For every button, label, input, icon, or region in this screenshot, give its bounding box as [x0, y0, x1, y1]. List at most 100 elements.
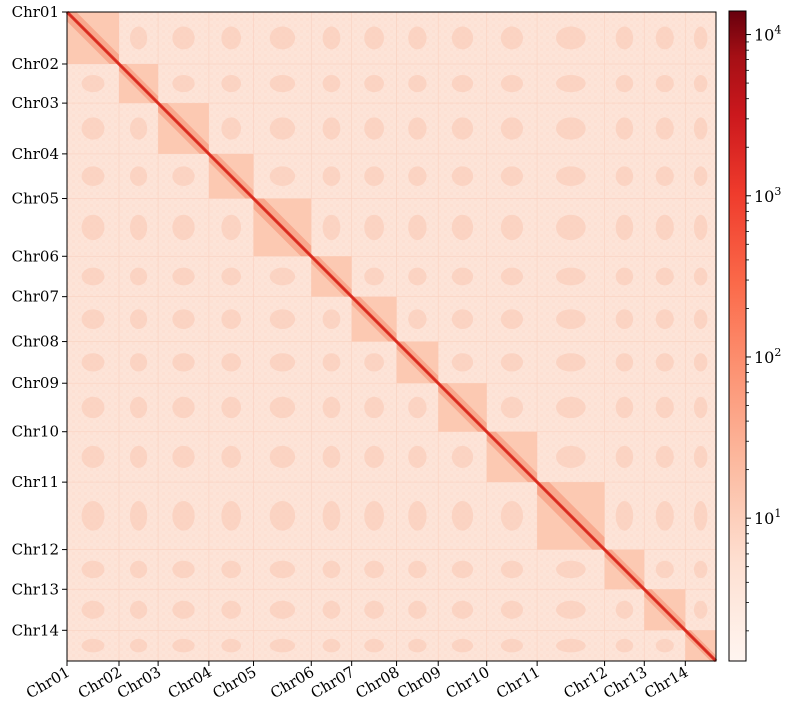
inter-chromosome-cell — [693, 501, 708, 531]
inter-chromosome-cell — [172, 445, 195, 469]
heatmap-area — [65, 10, 718, 663]
inter-chromosome-cell — [615, 214, 634, 241]
inter-chromosome-cell — [322, 353, 341, 372]
inter-chromosome-cell — [655, 501, 674, 531]
inter-chromosome-cell — [269, 309, 296, 329]
y-tick-label: Chr14 — [12, 621, 59, 639]
inter-chromosome-cell — [322, 214, 341, 241]
inter-chromosome-cell — [81, 166, 105, 187]
inter-chromosome-cell — [81, 445, 105, 469]
inter-chromosome-cell — [615, 309, 634, 329]
inter-chromosome-cell — [364, 638, 384, 653]
inter-chromosome-cell — [364, 600, 384, 619]
inter-chromosome-cell — [81, 501, 105, 531]
inter-chromosome-cell — [451, 166, 474, 187]
inter-chromosome-cell — [408, 396, 427, 419]
x-tick-label: Chr10 — [443, 663, 493, 702]
inter-chromosome-cell — [556, 600, 586, 619]
inter-chromosome-cell — [81, 74, 105, 93]
inter-chromosome-cell — [693, 445, 708, 469]
inter-chromosome-cell — [269, 560, 296, 579]
inter-chromosome-cell — [172, 267, 195, 286]
inter-chromosome-cell — [451, 117, 474, 140]
inter-chromosome-cell — [615, 501, 634, 531]
inter-chromosome-cell — [364, 117, 384, 140]
inter-chromosome-cell — [615, 353, 634, 372]
inter-chromosome-cell — [451, 501, 474, 531]
inter-chromosome-cell — [500, 117, 524, 140]
inter-chromosome-cell — [408, 638, 427, 653]
inter-chromosome-cell — [322, 26, 341, 50]
inter-chromosome-cell — [408, 166, 427, 187]
inter-chromosome-cell — [221, 74, 242, 93]
inter-chromosome-cell — [364, 74, 384, 93]
inter-chromosome-cell — [172, 74, 195, 93]
inter-chromosome-cell — [81, 214, 105, 241]
inter-chromosome-cell — [556, 560, 586, 579]
colorbar-ticks: 101 102 103 104 — [746, 24, 781, 632]
inter-chromosome-cell — [500, 74, 524, 93]
inter-chromosome-cell — [556, 638, 586, 653]
inter-chromosome-cell — [615, 26, 634, 50]
inter-chromosome-cell — [81, 396, 105, 419]
inter-chromosome-cell — [693, 214, 708, 241]
inter-chromosome-cell — [655, 214, 674, 241]
inter-chromosome-cell — [172, 600, 195, 619]
inter-chromosome-cell — [129, 267, 148, 286]
inter-chromosome-cell — [322, 501, 341, 531]
inter-chromosome-cell — [81, 638, 105, 653]
heatmap-frame — [66, 11, 717, 662]
inter-chromosome-cell — [408, 560, 427, 579]
inter-chromosome-cell — [269, 26, 296, 50]
inter-chromosome-cell — [221, 267, 242, 286]
inter-chromosome-cell — [693, 309, 708, 329]
inter-chromosome-cell — [693, 396, 708, 419]
inter-chromosome-cell — [655, 396, 674, 419]
inter-chromosome-cell — [556, 445, 586, 469]
x-tick-label: Chr06 — [267, 663, 317, 702]
x-tick-label: Chr05 — [209, 663, 259, 702]
inter-chromosome-cell — [172, 638, 195, 653]
inter-chromosome-cell — [615, 445, 634, 469]
y-tick-label: Chr12 — [12, 541, 59, 559]
inter-chromosome-cell — [269, 267, 296, 286]
inter-chromosome-cell — [615, 267, 634, 286]
inter-chromosome-cell — [129, 309, 148, 329]
inter-chromosome-cell — [221, 117, 242, 140]
inter-chromosome-cell — [129, 501, 148, 531]
inter-chromosome-cell — [451, 560, 474, 579]
inter-chromosome-cell — [129, 600, 148, 619]
inter-chromosome-cell — [451, 353, 474, 372]
inter-chromosome-cell — [693, 600, 708, 619]
inter-chromosome-cell — [269, 166, 296, 187]
y-tick-label: Chr05 — [12, 190, 59, 208]
y-axis: Chr01 Chr02 Chr03 Chr04 Chr05 Chr06 Chr07 Chr08… — [12, 3, 67, 639]
x-tick-label: Chr08 — [353, 663, 403, 702]
x-tick-label: Chr07 — [308, 663, 358, 702]
inter-chromosome-cell — [269, 396, 296, 419]
inter-chromosome-cell — [451, 267, 474, 286]
inter-chromosome-cell — [221, 501, 242, 531]
inter-chromosome-cell — [364, 501, 384, 531]
inter-chromosome-cell — [269, 353, 296, 372]
x-tick-label: Chr12 — [561, 663, 611, 702]
inter-chromosome-cell — [615, 396, 634, 419]
y-tick-label: Chr13 — [12, 580, 59, 598]
inter-chromosome-cell — [655, 638, 674, 653]
y-tick-label: Chr06 — [12, 247, 59, 265]
colorbar-tick-label: 104 — [754, 24, 781, 45]
x-tick-label: Chr09 — [394, 663, 444, 702]
inter-chromosome-cell — [451, 214, 474, 241]
inter-chromosome-cell — [81, 353, 105, 372]
inter-chromosome-cell — [172, 560, 195, 579]
inter-chromosome-cell — [129, 445, 148, 469]
x-tick-label: Chr01 — [23, 663, 73, 702]
inter-chromosome-cell — [693, 560, 708, 579]
inter-chromosome-cell — [172, 396, 195, 419]
inter-chromosome-cell — [451, 74, 474, 93]
inter-chromosome-cell — [408, 309, 427, 329]
inter-chromosome-cell — [129, 396, 148, 419]
inter-chromosome-cell — [408, 445, 427, 469]
inter-chromosome-cell — [221, 353, 242, 372]
inter-chromosome-cell — [408, 117, 427, 140]
